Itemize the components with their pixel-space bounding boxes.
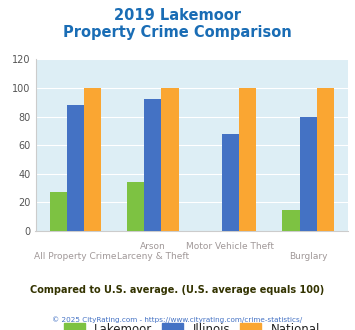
Bar bbox=[162, 88, 179, 231]
Bar bbox=[239, 88, 256, 231]
Text: © 2025 CityRating.com - https://www.cityrating.com/crime-statistics/: © 2025 CityRating.com - https://www.city… bbox=[53, 317, 302, 323]
Bar bbox=[283, 210, 300, 231]
Text: Larceny & Theft: Larceny & Theft bbox=[117, 252, 189, 261]
Legend: Lakemoor, Illinois, National: Lakemoor, Illinois, National bbox=[64, 323, 320, 330]
Text: Burglary: Burglary bbox=[289, 252, 327, 261]
Text: Arson: Arson bbox=[140, 243, 166, 251]
Bar bbox=[50, 192, 67, 231]
Bar bbox=[84, 88, 101, 231]
Bar bbox=[300, 116, 317, 231]
Bar bbox=[144, 99, 162, 231]
Bar bbox=[317, 88, 334, 231]
Text: All Property Crime: All Property Crime bbox=[34, 252, 116, 261]
Text: Compared to U.S. average. (U.S. average equals 100): Compared to U.S. average. (U.S. average … bbox=[31, 285, 324, 295]
Bar bbox=[222, 134, 239, 231]
Bar bbox=[67, 105, 84, 231]
Text: Motor Vehicle Theft: Motor Vehicle Theft bbox=[186, 243, 274, 251]
Text: 2019 Lakemoor: 2019 Lakemoor bbox=[114, 8, 241, 23]
Bar bbox=[127, 182, 144, 231]
Text: Property Crime Comparison: Property Crime Comparison bbox=[63, 25, 292, 40]
